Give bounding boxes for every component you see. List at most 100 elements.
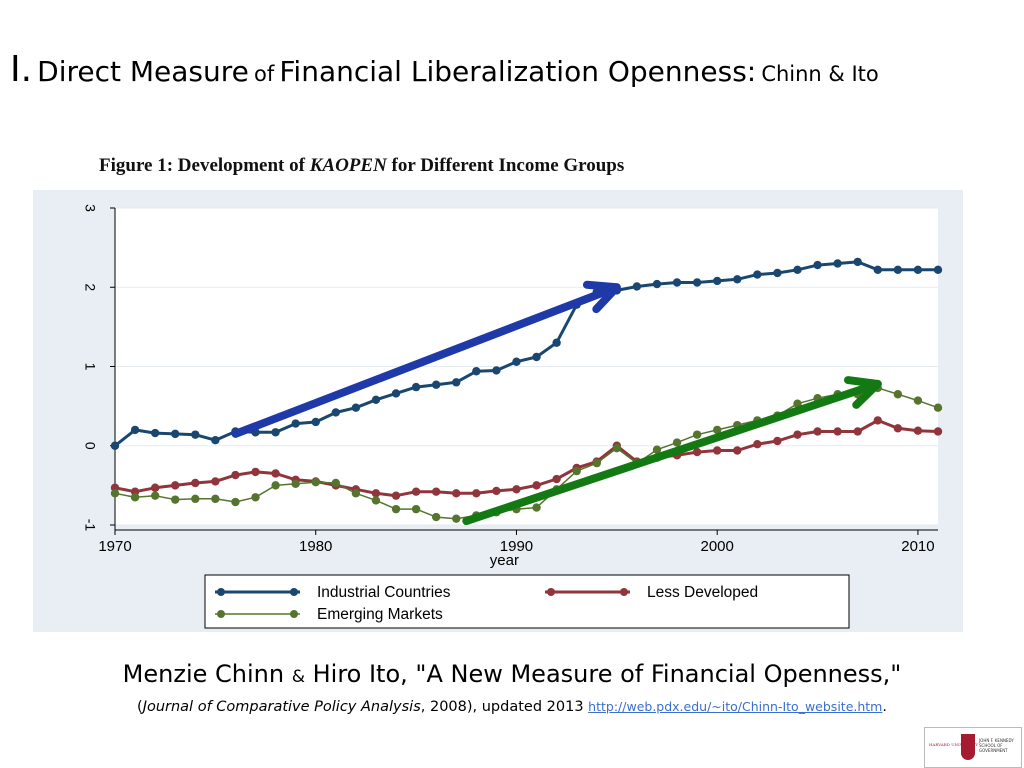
annotation-arrow-shaft [462, 379, 882, 526]
x-axis-label: year [490, 552, 519, 569]
data-point [733, 446, 742, 455]
y-tick-label: 3 [82, 204, 98, 212]
citation-journal: Journal of Comparative Policy Analysis [142, 699, 421, 715]
data-point [612, 443, 622, 453]
legend-swatch-marker [290, 610, 298, 618]
data-point [291, 419, 300, 428]
data-point [913, 426, 923, 435]
title-part1: Direct Measure [37, 55, 249, 88]
citation-line-2: (Journal of Comparative Policy Analysis,… [0, 699, 1024, 715]
citation-author-b: Hiro Ito, "A New Measure of Financial Op… [312, 660, 902, 688]
legend-swatch-marker [547, 588, 555, 596]
data-point [191, 478, 200, 488]
data-point [793, 430, 802, 439]
annotation-arrow-head [844, 376, 882, 409]
data-point [833, 427, 842, 436]
data-point [933, 427, 943, 436]
data-point [251, 467, 260, 477]
data-point [331, 408, 341, 417]
y-tick-label: -1 [82, 519, 98, 532]
data-point [211, 477, 220, 486]
chart-panel: -1 0 1 2 3 1970 1980 1990 2000 2010 year Industrial… [33, 190, 963, 632]
legend-swatch-marker [290, 588, 298, 596]
data-point [873, 265, 882, 275]
data-point [291, 479, 300, 488]
data-point [371, 489, 381, 498]
title-numeral: I. [10, 49, 33, 90]
citation-details: , 2008), updated 2013 [420, 699, 584, 715]
data-point [271, 469, 280, 478]
data-point [492, 366, 501, 375]
data-point [452, 489, 461, 498]
data-point [733, 275, 742, 284]
data-point [592, 458, 601, 468]
data-point [853, 427, 862, 436]
data-point [492, 486, 501, 496]
data-point [552, 338, 561, 347]
legend-label: Emerging Markets [317, 606, 443, 623]
data-point [130, 425, 140, 435]
data-point [773, 268, 782, 278]
data-point [271, 481, 280, 490]
data-point [572, 466, 581, 476]
data-point [211, 436, 220, 445]
data-point [893, 390, 903, 399]
legend-swatch-marker [620, 588, 628, 596]
data-point [753, 270, 762, 279]
data-point [171, 429, 180, 439]
data-point [753, 439, 762, 449]
data-point [251, 493, 260, 502]
data-point [933, 403, 943, 412]
title-authors: Chinn & Ito [761, 62, 879, 86]
data-point [150, 491, 160, 500]
data-point [813, 260, 822, 270]
data-point [532, 503, 541, 512]
data-point [692, 430, 702, 439]
data-point [351, 489, 361, 498]
data-point [431, 487, 441, 496]
data-point [411, 382, 421, 392]
data-point [512, 485, 521, 494]
y-tick-label: 1 [82, 363, 98, 371]
data-point [331, 478, 341, 488]
figure-caption-prefix: Figure 1: Development of [99, 155, 305, 176]
x-tick-label: 2000 [701, 538, 734, 555]
data-point [913, 265, 923, 275]
legend-label: Less Developed [647, 584, 758, 601]
citation-end: . [882, 699, 887, 715]
data-point [712, 425, 722, 435]
data-point [472, 489, 481, 498]
data-point [231, 470, 240, 480]
data-point [552, 474, 561, 484]
data-point [431, 512, 441, 522]
data-point [913, 396, 923, 405]
data-point [532, 481, 541, 490]
data-point [391, 389, 401, 398]
data-point [933, 265, 943, 275]
data-point [692, 278, 702, 287]
citation-link[interactable]: http://web.pdx.edu/~ito/Chinn-Ito_websit… [588, 699, 883, 714]
data-point [171, 495, 180, 504]
y-tick-label: 2 [82, 283, 98, 291]
x-tick-label: 1980 [299, 538, 332, 555]
data-point [532, 352, 541, 362]
data-point [672, 438, 682, 447]
data-point [452, 378, 461, 387]
data-point [793, 265, 802, 275]
data-point [893, 265, 903, 275]
data-point [191, 430, 200, 439]
data-point [632, 282, 642, 291]
data-point [171, 481, 180, 490]
data-point [110, 489, 120, 498]
shield-icon [961, 734, 975, 760]
data-point [211, 494, 220, 504]
figure-caption-suffix: for Different Income Groups [391, 155, 625, 176]
data-point [391, 504, 401, 514]
data-point [130, 493, 140, 502]
annotation-arrow-shaft [231, 283, 621, 438]
data-point [431, 380, 441, 389]
data-point [311, 417, 320, 427]
title-part2: Financial Liberalization Openness: [279, 55, 757, 88]
data-point [652, 445, 662, 454]
data-point [512, 357, 521, 366]
